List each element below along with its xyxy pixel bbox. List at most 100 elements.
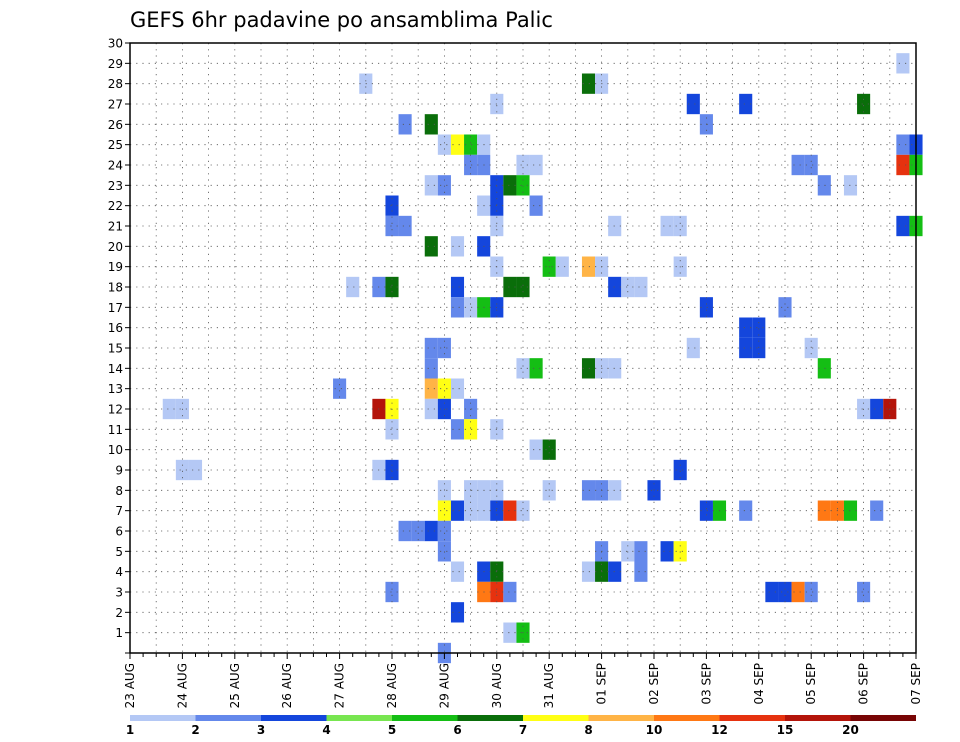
y-tick-label: 30 [108, 37, 123, 51]
y-tick-label: 8 [115, 484, 123, 498]
y-tick-label: 20 [108, 240, 123, 254]
colorbar-segment [195, 715, 261, 721]
heatmap-cell [516, 175, 530, 196]
heatmap-cell [503, 276, 517, 298]
colorbar-label: 4 [322, 723, 330, 737]
colorbar-label: 10 [646, 723, 663, 737]
heatmap-cell [464, 297, 478, 318]
chart-title: GEFS 6hr padavine po ansamblima Palic [130, 8, 553, 32]
y-tick-label: 5 [115, 545, 123, 559]
y-tick-label: 28 [108, 77, 123, 91]
heatmap-cell [752, 317, 766, 338]
heatmap-cell [843, 175, 858, 196]
heatmap-cell [857, 93, 871, 115]
y-tick-label: 22 [108, 199, 123, 213]
y-tick-label: 2 [115, 606, 123, 620]
x-tick-label: 30 AUG [490, 663, 504, 708]
heatmap-cell [503, 581, 517, 603]
heatmap-cell [424, 398, 438, 420]
heatmap-cell [673, 541, 687, 562]
x-tick-label: 02 SEP [647, 663, 661, 705]
colorbar-label: 8 [584, 723, 592, 737]
heatmap-cell [699, 500, 713, 521]
heatmap-cell [424, 114, 438, 135]
y-tick-label: 15 [108, 342, 123, 356]
y-tick-label: 10 [108, 443, 123, 457]
y-tick-label: 9 [115, 464, 123, 478]
heatmap-cell [739, 317, 753, 338]
y-tick-label: 21 [108, 220, 123, 234]
heatmap-cell [385, 276, 399, 298]
heatmap-cell [817, 175, 831, 196]
y-tick-label: 7 [115, 504, 123, 518]
heatmap-cell [437, 175, 451, 196]
y-tick-label: 26 [108, 118, 123, 132]
heatmap-cell [464, 154, 478, 176]
heatmap-cell [791, 581, 805, 603]
heatmap-cell [188, 459, 203, 481]
colorbar-segment [457, 715, 523, 721]
colorbar-segment [588, 715, 654, 721]
heatmap-cell [424, 337, 438, 359]
heatmap-cell [896, 154, 910, 176]
heatmap-cell [686, 93, 700, 115]
heatmap-cell [424, 175, 438, 196]
y-tick-label: 12 [108, 403, 123, 417]
heatmap-cell [581, 358, 596, 379]
heatmap-cell [817, 500, 831, 521]
colorbar-label: 5 [388, 723, 396, 737]
heatmap-cell [739, 337, 753, 359]
heatmap-cell [804, 581, 818, 603]
heatmap-cell [450, 602, 465, 623]
heatmap-cell [870, 398, 884, 420]
heatmap-cell [346, 276, 360, 298]
heatmap-cell [660, 541, 674, 562]
heatmap-cell [673, 215, 687, 237]
heatmap-cell [175, 459, 189, 481]
heatmap-cell [450, 297, 465, 318]
x-tick-label: 27 AUG [333, 663, 347, 708]
colorbar-segment [785, 715, 851, 721]
heatmap-cell [385, 195, 399, 216]
heatmap-cell [739, 93, 753, 115]
colorbar-label: 12 [711, 723, 728, 737]
colorbar-label: 3 [257, 723, 265, 737]
y-tick-label: 11 [108, 423, 123, 437]
heatmap-cell [529, 154, 543, 176]
y-tick-label: 14 [108, 362, 123, 376]
heatmap-cell [398, 215, 412, 237]
heatmap-cell [529, 439, 543, 460]
x-axis-ticks: 23 AUG 24 AUG 25 AUG 26 AUG 27 AUG 28 AUG 29 A… [123, 653, 923, 708]
heatmap-cell [791, 154, 805, 176]
heatmap-cell [503, 500, 517, 521]
y-tick-label: 18 [108, 281, 123, 295]
colorbar-segment [523, 715, 589, 721]
x-tick-label: 23 AUG [123, 663, 137, 708]
x-tick-label: 24 AUG [175, 663, 189, 708]
heatmap-cell [542, 439, 556, 460]
heatmap-cells [162, 53, 923, 664]
x-tick-label: 29 AUG [437, 663, 451, 708]
colorbar-segment [261, 715, 327, 721]
heatmap-cell [398, 520, 412, 542]
heatmap-cell [437, 134, 451, 155]
heatmap-cell [464, 500, 478, 521]
y-tick-label: 16 [108, 321, 123, 335]
x-tick-label: 28 AUG [385, 663, 399, 708]
heatmap-cell [437, 520, 451, 542]
heatmap-cell [516, 154, 530, 176]
heatmap-cell [634, 276, 648, 298]
heatmap-cell [450, 419, 465, 440]
heatmap-cell [450, 378, 465, 399]
x-tick-label: 04 SEP [752, 663, 766, 705]
heatmap-cell [699, 297, 713, 318]
heatmap-cell [673, 459, 687, 481]
x-tick-label: 07 SEP [909, 663, 923, 705]
y-tick-label: 4 [115, 565, 123, 579]
gridlines [130, 42, 916, 653]
colorbar-label: 15 [777, 723, 794, 737]
heatmap-cell [424, 378, 438, 399]
heatmap-cell [778, 581, 792, 603]
heatmap-cell [516, 276, 530, 298]
heatmap-cell [765, 581, 779, 603]
